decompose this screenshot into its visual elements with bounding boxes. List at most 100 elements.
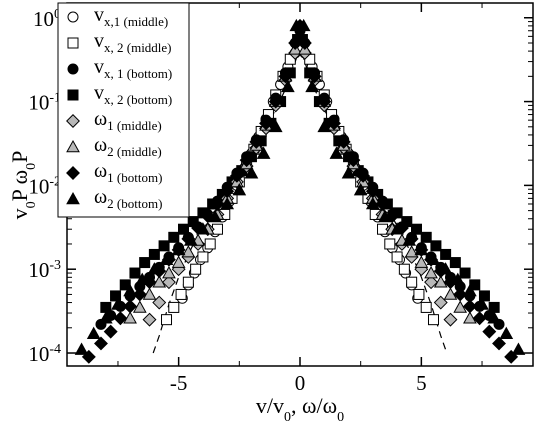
data-point [478,290,490,302]
data-point [123,283,137,297]
data-point [487,311,502,324]
legend-marker [67,89,79,101]
data-point [94,336,108,351]
data-point [161,275,176,290]
data-point [129,267,141,279]
data-point [406,276,418,288]
data-point [411,223,422,235]
y-tick-label: 10-3 [28,258,61,282]
data-point [336,134,351,149]
data-point [472,311,487,326]
data-point [86,326,101,340]
y-tick-label: 10-1 [28,91,61,115]
y-tick-label: 10-2 [28,174,61,198]
data-point [305,79,319,93]
data-point [268,119,283,133]
data-point [459,267,471,279]
data-point [158,240,170,252]
data-point [413,288,425,300]
data-point [244,166,259,179]
data-point [98,311,113,324]
y-axis-label: v0P ω0P [7,151,39,220]
data-point [329,146,344,159]
data-point [398,263,410,275]
data-point [420,231,432,243]
data-point [443,287,458,300]
data-point [268,94,283,109]
data-point [168,301,180,313]
data-point [142,287,157,300]
legend-box [57,2,190,218]
legend-item-8: ω2 (bottom) [66,186,162,211]
data-point [511,342,526,355]
data-point [462,299,477,314]
legend-label: ω2 (bottom) [94,186,162,211]
data-point [365,196,380,210]
data-point [488,301,500,313]
legend-label: ω1 (middle) [94,108,162,133]
legend-marker [66,114,80,128]
legend-item-3: vx, 1 (bottom) [67,56,172,81]
data-point [453,287,468,302]
fit-curve-1 [152,44,448,354]
data-point [317,119,332,133]
data-point [317,94,332,109]
data-point [453,300,468,313]
data-point [161,314,173,326]
data-point [249,134,264,149]
legend-item-7: ω1 (bottom) [66,160,162,185]
data-point [288,36,303,50]
data-point [197,251,209,263]
legend-label: ω2 (middle) [94,134,162,159]
x-tick-label: 5 [416,371,427,395]
data-point [168,231,180,243]
legend-label: vx, 2 (bottom) [94,82,172,107]
data-point [113,311,128,326]
data-point [356,168,371,183]
data-point [178,223,189,235]
data-point [139,257,151,269]
data-point [111,297,125,310]
legend-marker [67,37,79,49]
series-8 [74,18,526,355]
data-point [100,301,112,313]
data-point [463,283,477,297]
y-tick-label: 10-4 [28,342,61,366]
data-point [384,238,396,250]
legend-label: vx, 1 (bottom) [94,56,172,81]
data-point [426,252,441,265]
data-point [229,168,244,183]
data-point [183,233,198,246]
data-point [296,18,311,32]
legend-marker [67,11,79,23]
data-point [414,242,429,256]
legend-item-4: vx, 2 (bottom) [67,82,172,107]
data-point [181,245,196,258]
data-point [390,222,404,235]
legend-marker [66,139,80,153]
legend-marker [66,191,80,205]
data-point [353,183,368,196]
data-point [433,275,448,288]
data-point [196,222,210,235]
data-point [499,326,514,340]
data-point [232,183,247,196]
data-point [378,209,392,223]
x-tick-label: -5 [170,371,188,395]
data-point [123,311,137,324]
data-point [103,324,118,339]
data-point [391,251,403,263]
data-point [190,263,202,275]
data-point [148,248,160,260]
data-point [132,287,147,302]
legend-item-2: vx, 2 (middle) [67,30,172,55]
data-point [171,255,186,268]
legend-item-6: ω2 (middle) [66,134,162,159]
series-1 [176,43,424,304]
data-point [404,245,419,258]
data-point [159,252,174,265]
data-point [147,262,162,275]
legend-item-5: ω1 (middle) [66,108,162,133]
legend-marker [67,63,79,75]
data-point [210,197,225,211]
